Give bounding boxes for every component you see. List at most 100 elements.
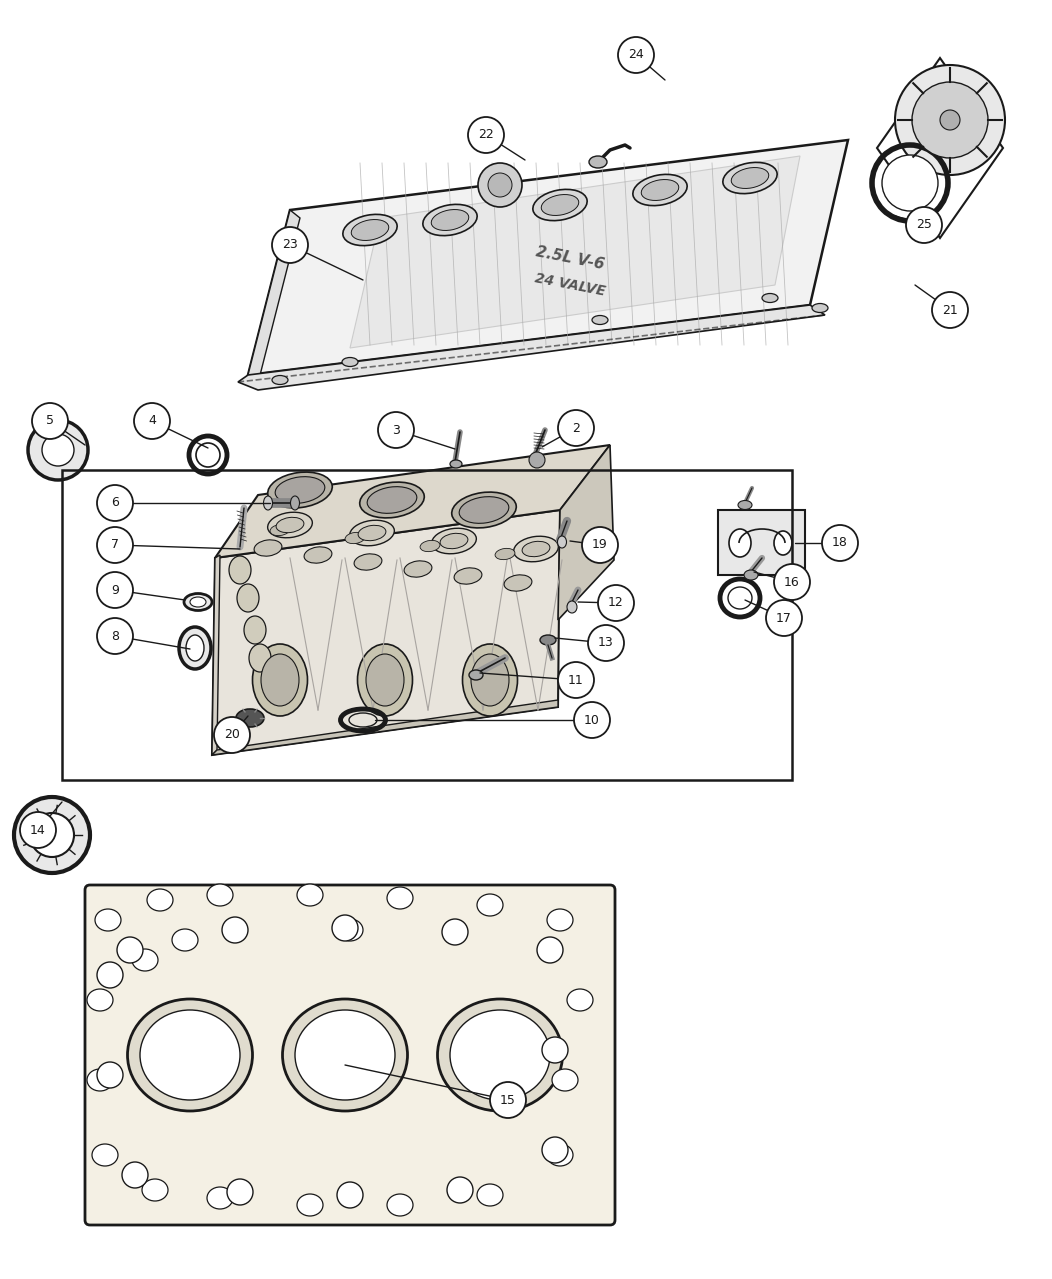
- Ellipse shape: [276, 517, 304, 532]
- Ellipse shape: [87, 989, 113, 1010]
- Circle shape: [542, 1037, 568, 1063]
- Ellipse shape: [812, 303, 828, 312]
- Circle shape: [468, 116, 504, 153]
- Text: 3: 3: [392, 423, 400, 436]
- Ellipse shape: [267, 512, 312, 537]
- Circle shape: [490, 1082, 526, 1118]
- Polygon shape: [213, 700, 558, 755]
- Circle shape: [97, 485, 133, 521]
- Text: 19: 19: [592, 538, 608, 551]
- Ellipse shape: [459, 496, 509, 523]
- Circle shape: [582, 527, 618, 563]
- Ellipse shape: [358, 526, 386, 541]
- Ellipse shape: [762, 293, 778, 303]
- Ellipse shape: [477, 1184, 503, 1206]
- Text: 10: 10: [584, 714, 600, 726]
- Text: 24 VALVE: 24 VALVE: [533, 271, 607, 299]
- Text: 14: 14: [31, 824, 46, 836]
- Circle shape: [214, 718, 250, 753]
- Ellipse shape: [184, 593, 213, 610]
- Circle shape: [97, 527, 133, 563]
- Ellipse shape: [404, 561, 432, 577]
- Text: 13: 13: [599, 637, 614, 650]
- Ellipse shape: [358, 645, 412, 716]
- Circle shape: [537, 938, 563, 963]
- Polygon shape: [719, 510, 805, 576]
- Text: 6: 6: [112, 496, 119, 509]
- Ellipse shape: [774, 531, 792, 555]
- Circle shape: [618, 37, 654, 73]
- Ellipse shape: [540, 634, 557, 645]
- Text: 5: 5: [46, 414, 54, 427]
- Text: 2: 2: [572, 422, 580, 435]
- Ellipse shape: [504, 574, 532, 591]
- Circle shape: [28, 420, 88, 480]
- Ellipse shape: [267, 472, 332, 508]
- Text: 20: 20: [224, 729, 240, 742]
- Ellipse shape: [297, 1195, 323, 1216]
- Bar: [62, 469, 792, 780]
- Ellipse shape: [304, 547, 332, 563]
- Circle shape: [906, 207, 942, 243]
- Ellipse shape: [355, 554, 382, 570]
- Ellipse shape: [366, 654, 404, 706]
- Circle shape: [272, 226, 308, 263]
- Ellipse shape: [454, 568, 482, 585]
- Polygon shape: [558, 445, 614, 620]
- Ellipse shape: [469, 670, 483, 680]
- Ellipse shape: [295, 1010, 394, 1100]
- Ellipse shape: [731, 168, 769, 188]
- Circle shape: [529, 451, 545, 468]
- Circle shape: [122, 1163, 148, 1188]
- Circle shape: [97, 572, 133, 608]
- Ellipse shape: [255, 540, 282, 556]
- Polygon shape: [215, 445, 610, 558]
- Circle shape: [774, 564, 810, 600]
- Circle shape: [598, 585, 634, 622]
- Text: 15: 15: [500, 1094, 515, 1106]
- Ellipse shape: [547, 909, 573, 931]
- Ellipse shape: [342, 358, 358, 367]
- Circle shape: [97, 1062, 123, 1088]
- Circle shape: [478, 162, 522, 207]
- Ellipse shape: [387, 888, 413, 909]
- Ellipse shape: [87, 1069, 113, 1091]
- Circle shape: [20, 812, 56, 848]
- Circle shape: [447, 1177, 473, 1204]
- Ellipse shape: [196, 443, 220, 467]
- Ellipse shape: [533, 189, 587, 221]
- Ellipse shape: [450, 1010, 550, 1100]
- Ellipse shape: [272, 376, 288, 385]
- Ellipse shape: [142, 1179, 168, 1201]
- Ellipse shape: [531, 454, 543, 462]
- Circle shape: [31, 813, 74, 857]
- Circle shape: [558, 663, 594, 698]
- Circle shape: [222, 917, 248, 943]
- Ellipse shape: [423, 205, 478, 235]
- Ellipse shape: [541, 194, 579, 215]
- Circle shape: [766, 600, 802, 636]
- Ellipse shape: [249, 645, 271, 671]
- Ellipse shape: [729, 530, 751, 556]
- Circle shape: [14, 797, 90, 874]
- Ellipse shape: [297, 884, 323, 906]
- Circle shape: [227, 1179, 252, 1205]
- Ellipse shape: [451, 492, 517, 528]
- Ellipse shape: [92, 1143, 118, 1166]
- Polygon shape: [877, 58, 1003, 238]
- Ellipse shape: [495, 549, 514, 560]
- FancyBboxPatch shape: [85, 885, 615, 1225]
- Ellipse shape: [547, 1143, 573, 1166]
- Text: 17: 17: [776, 611, 792, 624]
- Circle shape: [32, 403, 68, 439]
- Ellipse shape: [132, 949, 158, 971]
- Ellipse shape: [127, 999, 252, 1111]
- Ellipse shape: [270, 524, 290, 536]
- Text: 18: 18: [832, 536, 848, 550]
- Polygon shape: [213, 510, 560, 755]
- Ellipse shape: [207, 884, 232, 906]
- Text: 4: 4: [148, 414, 156, 427]
- Ellipse shape: [290, 496, 300, 510]
- Circle shape: [42, 434, 74, 466]
- Text: 25: 25: [916, 219, 932, 231]
